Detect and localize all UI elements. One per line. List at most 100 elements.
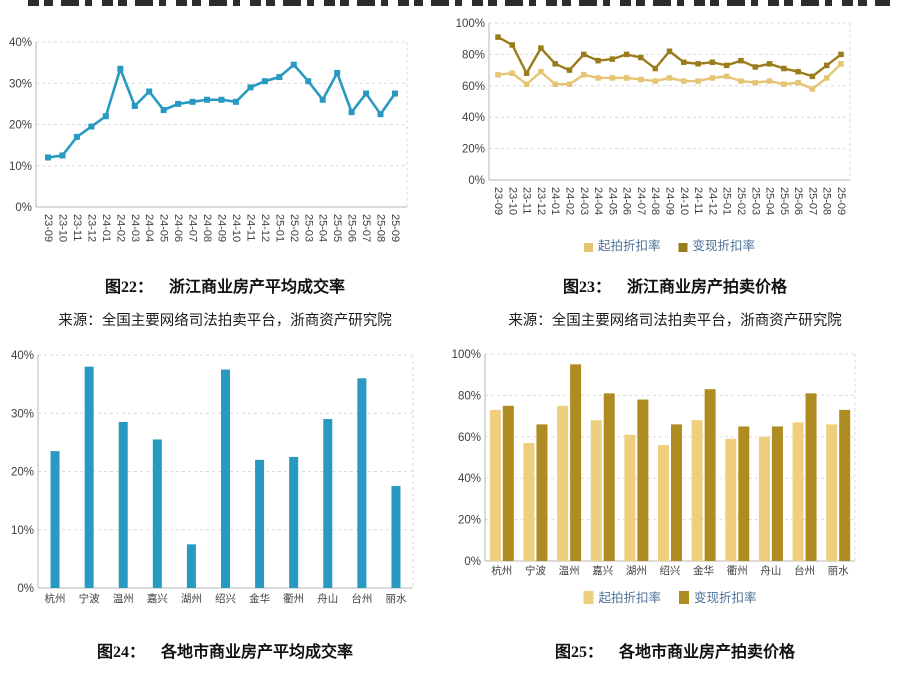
svg-text:24-11: 24-11 [244,214,256,241]
svg-text:25-02: 25-02 [288,214,300,242]
svg-text:温州: 温州 [559,565,580,577]
svg-text:24-02: 24-02 [563,187,575,215]
svg-text:10%: 10% [11,525,34,537]
svg-text:24-06: 24-06 [172,214,184,242]
svg-text:100%: 100% [456,18,485,30]
svg-text:24-12: 24-12 [259,214,271,242]
svg-text:变现折扣率: 变现折扣率 [693,238,756,253]
svg-text:25-01: 25-01 [721,187,733,215]
svg-text:25-05: 25-05 [778,187,790,215]
svg-text:宁波: 宁波 [525,564,546,577]
svg-text:0%: 0% [17,583,34,595]
svg-text:80%: 80% [458,390,481,402]
svg-text:25-09: 25-09 [389,214,401,242]
svg-text:绍兴: 绍兴 [660,564,681,577]
svg-text:23-12: 23-12 [85,214,97,242]
svg-text:丽水: 丽水 [385,593,406,605]
fig24-caption-tag: 图24： [96,644,145,661]
fig23-caption-tag: 图23： [562,279,611,296]
svg-text:温州: 温州 [113,593,134,605]
fig23-line-chart: 0%20%40%60%80%100%23-09 23-10 23-11 23-12 24… [456,18,851,253]
svg-text:24-09: 24-09 [216,214,228,242]
svg-text:24-10: 24-10 [678,187,690,215]
svg-text:25-02: 25-02 [735,187,747,215]
svg-text:24-11: 24-11 [692,187,704,214]
svg-text:24-01: 24-01 [100,214,112,242]
fig22-caption-tag: 图22： [104,279,153,296]
svg-text:杭州: 杭州 [491,564,512,577]
fig25-grouped-bar-chart: 0% 20% 40% 60% 80% 100% 杭州 宁波 温州 嘉兴 湖州 绍兴 金华 衢州 舟山 台州 丽水… [452,349,856,605]
svg-text:25-05: 25-05 [331,214,343,242]
fig23-caption-text: 浙江商业房产拍卖价格 [627,279,788,296]
cropped-text-top [28,0,890,6]
fig23-caption: 图23： 浙江商业房产拍卖价格 [450,273,900,297]
svg-text:23-09: 23-09 [492,187,504,215]
svg-text:24-03: 24-03 [129,214,141,242]
svg-text:20%: 20% [458,515,481,527]
svg-text:24-02: 24-02 [114,214,126,242]
svg-text:40%: 40% [9,37,32,49]
svg-text:宁波: 宁波 [79,592,100,605]
svg-text:起拍折扣率: 起拍折扣率 [599,590,662,605]
svg-text:24-01: 24-01 [549,187,561,215]
svg-text:24-12: 24-12 [706,187,718,215]
svg-text:24-05: 24-05 [606,187,618,215]
svg-text:湖州: 湖州 [181,593,202,605]
svg-text:23-10: 23-10 [506,187,518,215]
svg-text:25-09: 25-09 [835,187,847,215]
svg-text:24-08: 24-08 [201,214,213,242]
svg-text:10%: 10% [9,161,32,173]
svg-text:衢州: 衢州 [283,593,304,605]
svg-text:25-07: 25-07 [360,214,372,242]
svg-text:绍兴: 绍兴 [215,592,236,605]
svg-text:25-06: 25-06 [792,187,804,215]
svg-text:台州: 台州 [351,592,372,605]
svg-text:变现折扣率: 变现折扣率 [694,590,757,605]
svg-text:24-10: 24-10 [230,214,242,242]
svg-text:台州: 台州 [794,564,815,577]
svg-text:湖州: 湖州 [626,565,647,577]
svg-text:23-11: 23-11 [71,214,83,241]
svg-text:衢州: 衢州 [727,565,748,577]
svg-text:24-04: 24-04 [592,187,604,215]
svg-text:40%: 40% [462,112,485,124]
svg-text:舟山: 舟山 [760,564,781,577]
svg-text:嘉兴: 嘉兴 [592,564,613,577]
svg-text:23-12: 23-12 [535,187,547,215]
svg-text:丽水: 丽水 [828,565,849,577]
svg-text:24-08: 24-08 [649,187,661,215]
svg-text:24-09: 24-09 [664,187,676,215]
fig22-caption: 图22： 浙江商业房产平均成交率 [0,273,450,297]
svg-text:0%: 0% [15,202,32,214]
svg-text:25-04: 25-04 [317,214,329,242]
svg-text:金华: 金华 [249,592,270,605]
svg-text:24-05: 24-05 [158,214,170,242]
svg-text:20%: 20% [11,467,34,479]
svg-text:25-03: 25-03 [749,187,761,215]
svg-text:24-07: 24-07 [635,187,647,215]
fig25-caption-tag: 图25： [554,644,603,661]
svg-text:0%: 0% [468,175,485,187]
fig24-caption: 图24： 各地市商业房产平均成交率 [0,638,450,662]
svg-text:25-04: 25-04 [764,187,776,215]
svg-text:起拍折扣率: 起拍折扣率 [598,238,661,253]
svg-text:杭州: 杭州 [45,592,66,605]
svg-text:23-09: 23-09 [42,214,54,242]
svg-text:25-07: 25-07 [806,187,818,215]
fig24-caption-text: 各地市商业房产平均成交率 [161,644,354,661]
svg-text:100%: 100% [452,349,481,361]
svg-text:24-07: 24-07 [187,214,199,242]
svg-text:23-10: 23-10 [56,214,68,242]
source-note-right: 来源：全国主要网络司法拍卖平台，浙商资产研究院 [508,313,842,329]
svg-text:25-01: 25-01 [273,214,285,242]
source-note-left: 来源：全国主要网络司法拍卖平台，浙商资产研究院 [58,313,392,329]
svg-text:23-11: 23-11 [521,187,533,214]
svg-text:80%: 80% [462,49,485,61]
fig22-line-chart: 0%10%20%30%40%23-09 23-10 23-11 23-12 24-01 2… [9,37,408,242]
svg-text:20%: 20% [9,120,32,132]
svg-text:24-03: 24-03 [578,187,590,215]
svg-text:25-08: 25-08 [375,214,387,242]
svg-text:24-04: 24-04 [143,214,155,242]
svg-text:嘉兴: 嘉兴 [147,592,168,605]
svg-text:30%: 30% [9,78,32,90]
